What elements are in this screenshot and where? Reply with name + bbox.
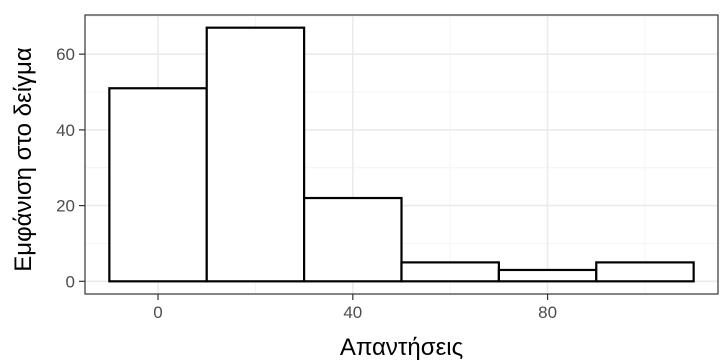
x-tick-label-40: 40 xyxy=(343,303,362,322)
panel-border xyxy=(84,14,719,295)
x-tick-label-0: 0 xyxy=(153,303,162,322)
histogram-bar-0 xyxy=(108,87,208,283)
histogram-bars xyxy=(108,26,695,283)
y-tick-label-60: 60 xyxy=(56,45,75,64)
y-tick-label-20: 20 xyxy=(56,197,75,216)
y-axis: 0 20 40 60 xyxy=(56,45,85,291)
histogram-bar-4 xyxy=(497,268,598,283)
histogram-bar-5 xyxy=(595,261,695,283)
histogram-bar-2 xyxy=(303,196,403,283)
y-tick-label-0: 0 xyxy=(66,272,75,291)
y-axis-title: Εμφάνιση στο δείγμα xyxy=(10,47,37,272)
histogram-bar-1 xyxy=(205,26,306,283)
x-axis: 0 40 80 xyxy=(153,294,557,322)
x-tick-label-80: 80 xyxy=(538,303,557,322)
x-axis-title: Απαντήσεις xyxy=(340,334,463,361)
histogram-bar-3 xyxy=(400,261,500,283)
y-tick-label-40: 40 xyxy=(56,121,75,140)
